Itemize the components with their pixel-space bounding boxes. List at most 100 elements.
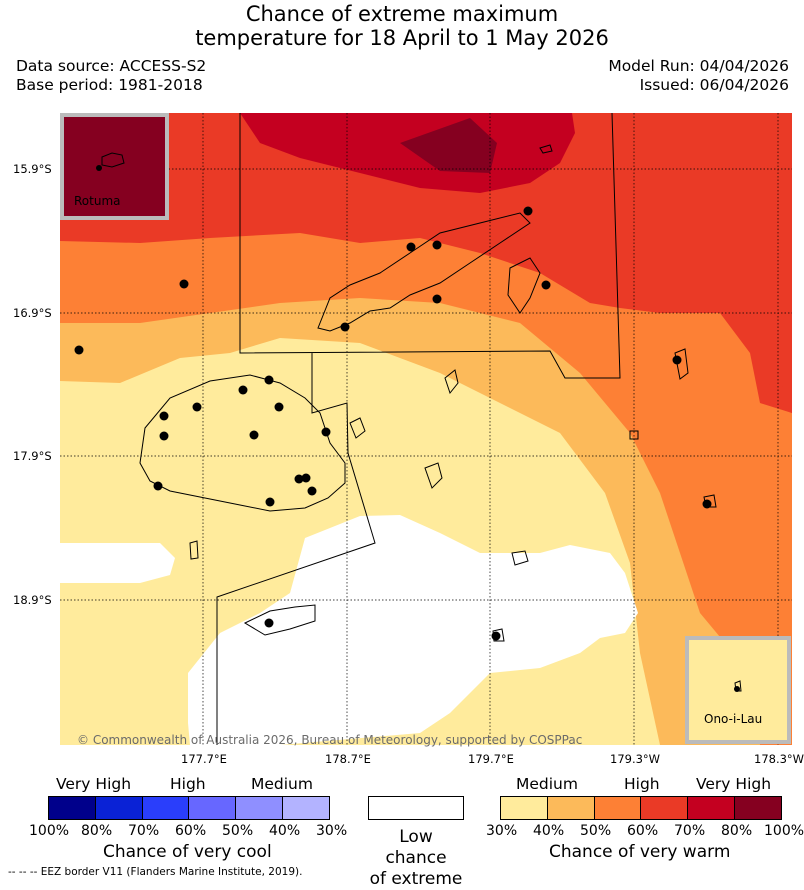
warm-colorbar [500, 796, 782, 820]
zone-low-chance [188, 515, 638, 745]
station [264, 375, 274, 385]
station [672, 355, 682, 365]
warm-legend-title: Chance of very warm [549, 842, 731, 862]
cool-heading-very-high: Very High [56, 775, 132, 793]
cool-percent: 30% [316, 823, 348, 839]
warm-swatch [501, 797, 548, 819]
warm-heading-medium: Medium [516, 775, 578, 793]
lon-label: 179.3°W [610, 752, 661, 766]
cool-swatch [49, 797, 96, 819]
rotuma-label: Rotuma [74, 194, 121, 208]
taveuni [507, 257, 541, 314]
model-run-text: Model Run: 04/04/2026 [608, 57, 789, 75]
station [179, 279, 189, 289]
warm-percent: 70% [674, 823, 706, 839]
vatulele [189, 540, 199, 560]
base-period-text: Base period: 1981-2018 [16, 76, 203, 94]
station [523, 206, 533, 216]
cool-percent: 40% [269, 823, 301, 839]
station [432, 240, 442, 250]
qelelevu [539, 144, 553, 154]
warm-percent: 100% [764, 823, 804, 839]
low-chance-label: Low chance of extreme [368, 827, 464, 890]
warm-heading-high: High [624, 775, 660, 793]
zone-60-70 [60, 113, 792, 413]
zone-80-100 [400, 118, 497, 173]
koro [444, 369, 459, 395]
station [249, 430, 259, 440]
lau-north [674, 348, 689, 380]
vanua-levu [317, 212, 531, 332]
station [491, 631, 501, 641]
station [307, 486, 317, 496]
warm-percent: 40% [533, 823, 565, 839]
station [702, 499, 712, 509]
station [294, 474, 304, 484]
warm-swatch [688, 797, 736, 819]
graticule [60, 113, 792, 745]
eez-footnote: -- -- -- EEZ border V11 (Flanders Marine… [8, 866, 303, 878]
cool-swatch [95, 797, 143, 819]
warm-swatch [641, 797, 689, 819]
station [238, 385, 248, 395]
cool-heading-medium: Medium [251, 775, 313, 793]
map-panel [60, 113, 792, 745]
cool-swatch [236, 797, 284, 819]
moala [511, 550, 529, 566]
low-chance-line-2: of extreme [369, 869, 463, 889]
warm-percent: 50% [580, 823, 612, 839]
station [406, 242, 416, 252]
station [74, 345, 84, 355]
warm-swatch [547, 797, 595, 819]
station [192, 402, 202, 412]
copyright-notice: © Commonwealth of Australia 2026, Bureau… [77, 733, 583, 747]
lon-label: 179.7°E [468, 752, 514, 766]
station [264, 618, 274, 628]
lat-label: 17.9°S [13, 449, 52, 463]
data-source-text: Data source: ACCESS-S2 [16, 57, 207, 75]
cool-percent: 100% [29, 823, 70, 839]
lakeba-area [424, 462, 443, 489]
ono-i-lau-label: Ono-i-Lau [704, 712, 763, 726]
title-line-1: Chance of extreme maximum [245, 2, 559, 26]
lon-label: 177.7°E [181, 752, 227, 766]
lat-label: 16.9°S [13, 306, 52, 320]
run-info: Model Run: 04/04/2026 Issued: 06/04/2026 [608, 57, 789, 95]
station [159, 431, 169, 441]
warm-heading-very-high: Very High [696, 775, 772, 793]
warm-swatch [735, 797, 781, 819]
eez-border [216, 113, 621, 745]
lat-label: 15.9°S [13, 162, 52, 176]
station [432, 294, 442, 304]
source-info: Data source: ACCESS-S2 Base period: 1981… [16, 57, 206, 95]
station [541, 280, 551, 290]
cool-swatch [283, 797, 329, 819]
cool-percent: 50% [222, 823, 254, 839]
cool-legend-title: Chance of very cool [103, 842, 272, 862]
gau [349, 417, 366, 439]
issued-text: Issued: 06/04/2026 [639, 76, 789, 94]
rotuma-inset [60, 113, 169, 220]
zone-70-80 [240, 113, 575, 193]
station [340, 322, 350, 332]
lau-islet [629, 430, 639, 440]
station [274, 402, 284, 412]
cool-swatch [142, 797, 190, 819]
station [265, 497, 275, 507]
station [321, 427, 331, 437]
map-title: Chance of extreme maximum temperature fo… [0, 2, 804, 50]
cool-percent: 80% [81, 823, 113, 839]
zone-low-chance-west [60, 543, 175, 583]
kadavu [243, 604, 316, 636]
cool-percent: 60% [175, 823, 207, 839]
cool-swatch [189, 797, 237, 819]
ono-i-lau-inset [685, 636, 791, 744]
warm-percent: 80% [721, 823, 753, 839]
station [159, 411, 169, 421]
stations [74, 206, 712, 641]
lon-label: 178.7°E [325, 752, 371, 766]
title-line-2: temperature for 18 April to 1 May 2026 [195, 26, 609, 50]
warm-swatch [594, 797, 642, 819]
cool-heading-high: High [170, 775, 206, 793]
low-chance-swatch [368, 796, 464, 820]
